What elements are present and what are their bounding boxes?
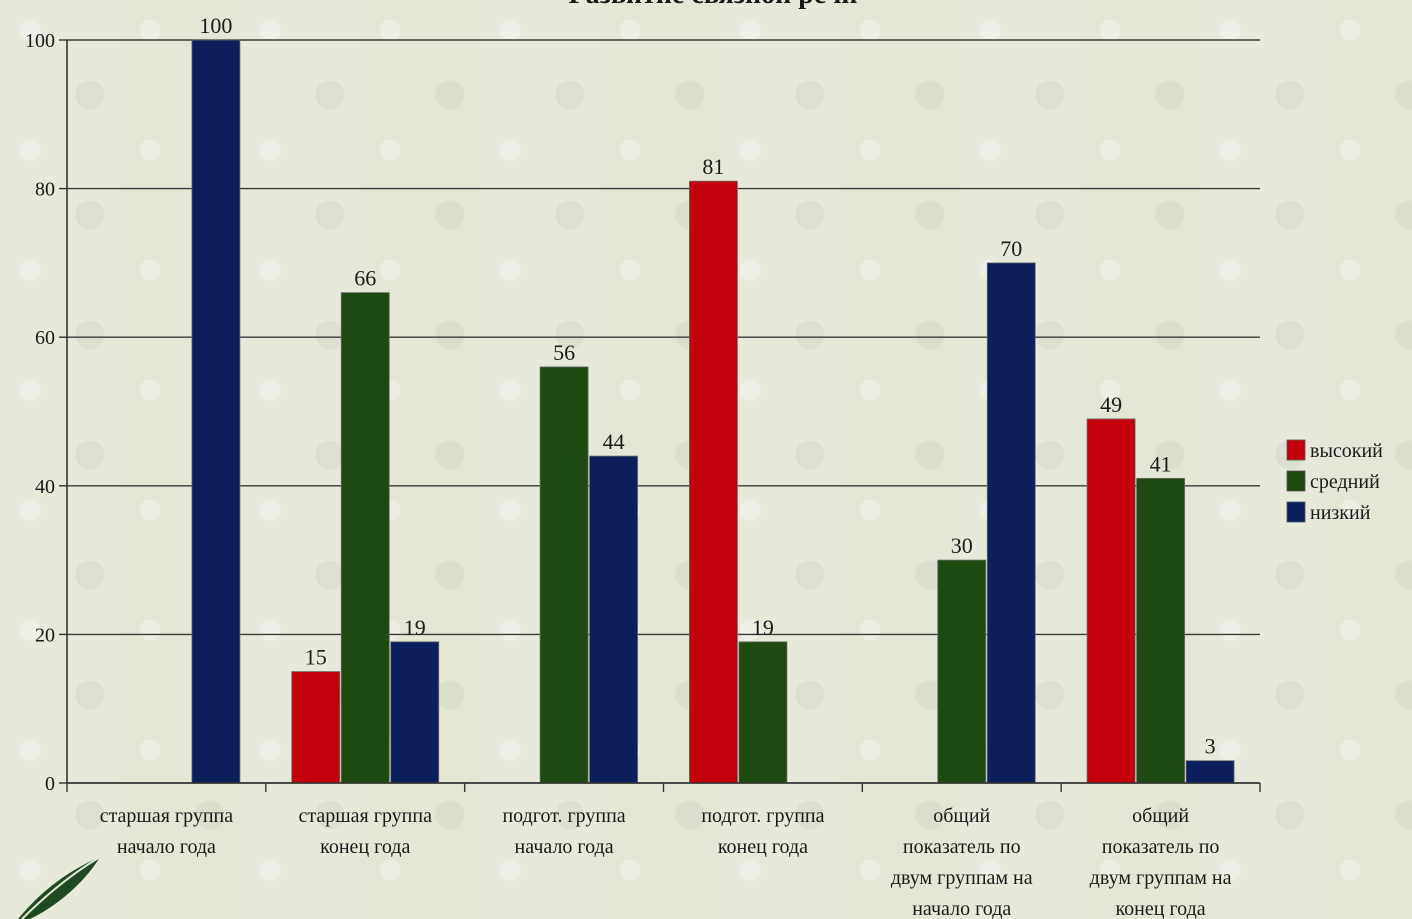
legend-label: высокий bbox=[1310, 440, 1383, 462]
category-label-line: конец года bbox=[1115, 898, 1205, 919]
category-label-line: показатель по bbox=[903, 836, 1021, 858]
data-label: 44 bbox=[603, 429, 625, 454]
y-tick-label: 20 bbox=[35, 624, 55, 646]
bar-средний bbox=[340, 292, 390, 784]
bar-низкий bbox=[1185, 760, 1235, 784]
y-tick-label: 0 bbox=[45, 773, 55, 795]
axes bbox=[66, 40, 1261, 792]
category-label: общий показатель по двум группам на конец г… bbox=[1090, 805, 1232, 919]
bar-средний bbox=[1136, 477, 1185, 784]
category-label-line: подгот. группа bbox=[502, 805, 625, 827]
category-label: общий показатель по двум группам на начало … bbox=[891, 805, 1033, 919]
bar-средний bbox=[738, 641, 788, 784]
bar-низкий bbox=[390, 641, 440, 784]
y-tick-label: 60 bbox=[35, 327, 55, 349]
bar-низкий bbox=[191, 39, 241, 784]
gridlines bbox=[59, 39, 1260, 784]
chart-title: Развитие связной речи bbox=[569, 0, 858, 10]
category-label: старшая группа конец года bbox=[299, 805, 433, 858]
category-label-line: двум группам на bbox=[1090, 867, 1232, 889]
data-label: 49 bbox=[1100, 392, 1122, 417]
category-label-line: конец года bbox=[320, 836, 410, 858]
data-label: 66 bbox=[354, 266, 376, 291]
bar-group bbox=[191, 39, 1235, 784]
category-label-line: старшая группа bbox=[299, 805, 433, 827]
category-label-line: начало года bbox=[515, 836, 614, 858]
data-label: 15 bbox=[305, 645, 327, 670]
category-label-line: двум группам на bbox=[891, 867, 1033, 889]
legend: высокий средний низкий bbox=[1286, 439, 1383, 524]
bar-высокий bbox=[1086, 418, 1136, 784]
legend-label: низкий bbox=[1310, 502, 1371, 524]
category-label-line: общий bbox=[1132, 805, 1189, 827]
legend-swatch bbox=[1286, 501, 1306, 523]
category-label: подгот. группа начало года bbox=[502, 805, 625, 858]
data-label: 100 bbox=[199, 13, 232, 38]
bar-высокий bbox=[291, 671, 341, 784]
data-labels: 100 15 66 19 56 44 81 19 30 70 49 41 3 bbox=[199, 13, 1215, 759]
bar-высокий bbox=[689, 180, 738, 784]
category-label-line: старшая группа bbox=[100, 805, 234, 827]
category-label: подгот. группа конец года bbox=[701, 805, 824, 858]
category-label-line: показатель по bbox=[1102, 836, 1220, 858]
y-tick-label: 80 bbox=[35, 179, 55, 201]
category-label-line: начало года bbox=[912, 898, 1011, 919]
legend-swatch bbox=[1286, 470, 1306, 492]
bar-низкий bbox=[986, 262, 1036, 784]
legend-label: средний bbox=[1310, 471, 1380, 493]
category-label-line: начало года bbox=[117, 836, 216, 858]
data-label: 56 bbox=[553, 340, 575, 365]
bar-средний bbox=[937, 559, 987, 784]
y-tick-label: 40 bbox=[35, 476, 55, 498]
data-label: 41 bbox=[1150, 451, 1172, 476]
feather-icon bbox=[18, 856, 101, 919]
data-label: 81 bbox=[702, 154, 724, 179]
y-tick-labels: 0 20 40 60 80 100 bbox=[25, 30, 55, 795]
category-label: старшая группа начало года bbox=[100, 805, 234, 858]
category-labels: старшая группа начало года старшая группа к… bbox=[100, 805, 1232, 919]
category-label-line: общий bbox=[933, 805, 990, 827]
y-tick-label: 100 bbox=[25, 30, 55, 52]
bar-низкий bbox=[589, 455, 638, 784]
category-label-line: подгот. группа bbox=[701, 805, 824, 827]
data-label: 19 bbox=[752, 615, 774, 640]
bar-средний bbox=[539, 366, 589, 784]
data-label: 30 bbox=[951, 533, 973, 558]
data-label: 19 bbox=[404, 615, 426, 640]
data-label: 3 bbox=[1205, 734, 1216, 759]
category-label-line: конец года bbox=[718, 836, 808, 858]
legend-swatch bbox=[1286, 439, 1306, 461]
data-label: 70 bbox=[1000, 236, 1022, 261]
